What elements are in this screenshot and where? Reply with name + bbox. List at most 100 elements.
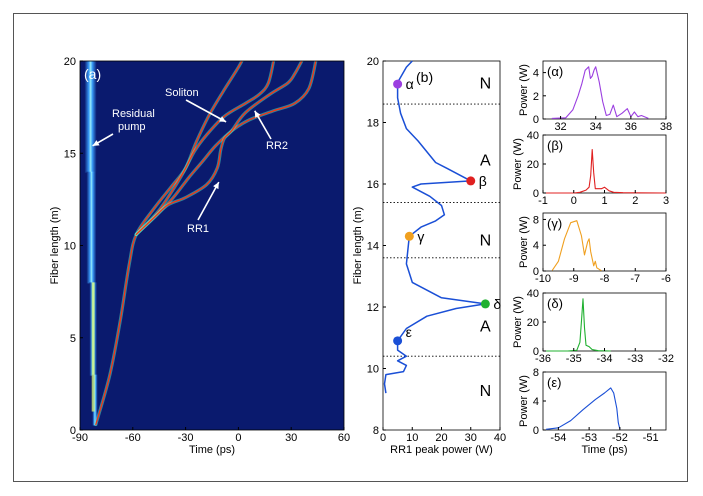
pulse-panel-1-ylabel: Power (W) — [518, 64, 530, 116]
pulse-panel-5-xtick-label: -52 — [612, 432, 628, 444]
pulse-panel-5-xlabel: Time (ps) — [581, 444, 627, 456]
panel-b-ytick-label: 14 — [367, 241, 379, 253]
annotation-soliton: Soliton — [165, 87, 199, 99]
trace-rr1 — [135, 61, 303, 235]
regime-label: A — [480, 152, 491, 169]
marker-γ — [404, 231, 414, 241]
figure-frame — [13, 13, 688, 482]
regime-label: N — [480, 76, 492, 93]
panel-a-xtick-label: -30 — [178, 432, 194, 444]
annotation-rr1-arrow — [197, 181, 220, 221]
panel-a-ytick-label: 15 — [64, 148, 76, 160]
pulse-panel-border — [542, 292, 667, 352]
pulse-panel-3-xtick-label: -7 — [630, 273, 640, 285]
pulse-panel-4-ytick-label: 40 — [527, 288, 539, 300]
annotation-soliton-arrow-head — [219, 116, 227, 122]
pulse-panel-2-ytick-label: 40 — [527, 130, 539, 142]
marker-label: β — [479, 173, 487, 189]
pulse-profile-line — [551, 66, 649, 119]
pulse-profile-line — [551, 220, 602, 272]
regime-label: N — [480, 232, 492, 249]
pulse-panel-1-ytick-label: 2 — [533, 91, 539, 103]
regime-label: A — [480, 318, 491, 335]
annotation-rr2-arrow-head — [254, 110, 261, 118]
rr1-peak-power-line — [383, 60, 487, 394]
pulse-panel-1-xtick-label: 34 — [590, 121, 602, 133]
marker-label: δ — [493, 296, 501, 312]
panel-a-label: (a) — [84, 66, 101, 82]
pulse-profile-line — [543, 298, 611, 352]
regime-label: N — [480, 383, 492, 400]
panel-b-label: (b) — [416, 69, 433, 85]
pulse-panel-1-xtick-label: 32 — [554, 121, 566, 133]
pulse-panel-4-xtick-label: -34 — [597, 353, 613, 365]
annotation-rr2: RR2 — [266, 140, 288, 152]
panel-b-xtick-label: 0 — [380, 432, 386, 444]
residual-pump-band — [92, 374, 98, 426]
pulse-panel-label: (δ) — [547, 296, 563, 311]
heatmap-plot-area — [84, 61, 318, 427]
pulse-panel-label: (ε) — [547, 375, 561, 390]
pulse-panel-label: (β) — [547, 138, 563, 153]
panel-b-xtick-label: 40 — [494, 432, 506, 444]
panel-a-xtick-label: 60 — [338, 432, 350, 444]
annotation-soliton-arrow — [185, 99, 227, 123]
pulse-panel-4-ytick-label: 0 — [533, 346, 539, 358]
pulse-panel-3-xtick-label: -6 — [661, 273, 671, 285]
marker-ε — [393, 336, 403, 346]
trace-soliton — [95, 61, 243, 426]
panel-b-xlabel: RR1 peak power (W) — [390, 444, 493, 456]
panel-b-xtick-label: 10 — [406, 432, 418, 444]
panel-a-ytick-label: 0 — [70, 425, 76, 437]
pulse-panel-4-ylabel: Power (W) — [512, 296, 524, 348]
pulse-panel-label: (α) — [547, 64, 563, 79]
pulse-panel-4-xtick-label: -33 — [627, 353, 643, 365]
panel-b-ytick-label: 18 — [367, 118, 379, 130]
panel-b-ylabel: Fiber length (m) — [352, 207, 364, 285]
annotation-pump-arrow-head — [92, 140, 100, 146]
panel-a-xtick-label: -90 — [72, 432, 88, 444]
residual-pump-band — [86, 171, 97, 284]
panel-a-ytick-label: 5 — [70, 333, 76, 345]
panel-b-ytick-label: 16 — [367, 179, 379, 191]
panel-b-xtick-label: 20 — [435, 432, 447, 444]
pulse-profile-line — [543, 148, 667, 194]
marker-β — [466, 176, 476, 186]
panel-a-ylabel: Fiber length (m) — [49, 207, 61, 285]
annotation-rr1-arrow-head — [213, 182, 219, 190]
annotation-residual: Residual — [112, 108, 155, 120]
pulse-panel-2-xtick-label: -1 — [538, 195, 548, 207]
panel-a-ytick-label: 20 — [64, 56, 76, 68]
marker-label: α — [406, 76, 414, 92]
panel-a-ytick-label: 10 — [64, 241, 76, 253]
pulse-panel-3-xtick-label: -9 — [569, 273, 579, 285]
annotation-pump: pump — [118, 121, 146, 133]
pulse-panel-1-xtick-label: 36 — [625, 121, 637, 133]
pulse-panel-4-ytick-label: 20 — [527, 317, 539, 329]
pulse-panel-5-xtick-label: -54 — [550, 432, 566, 444]
pulse-panel-2-xtick-label: 2 — [632, 195, 638, 207]
pulse-panel-label: (γ) — [547, 216, 562, 231]
pulse-profile-line — [546, 387, 621, 430]
marker-label: ε — [406, 324, 412, 340]
pulse-panel-3-ytick-label: 0 — [533, 266, 539, 278]
residual-pump-core — [91, 282, 95, 412]
panel-a-xlabel: Time (ps) — [189, 444, 235, 456]
panel-b-ytick-label: 20 — [367, 56, 379, 68]
pulse-panel-3-xtick-label: -10 — [535, 273, 551, 285]
pulse-panel-5-ytick-label: 8 — [533, 367, 539, 379]
heatmap-background — [80, 61, 344, 430]
pulse-panel-4-xtick-label: -32 — [658, 353, 674, 365]
pulse-panel-4-xtick-label: -35 — [566, 353, 582, 365]
pulse-panel-5-ytick-label: 4 — [533, 396, 539, 408]
pulse-panel-5-xtick-label: -51 — [643, 432, 659, 444]
pulse-panel-5-ytick-label: 0 — [533, 425, 539, 437]
pulse-panel-2-xtick-label: 3 — [663, 195, 669, 207]
pulse-panel-3-xtick-label: -8 — [600, 273, 610, 285]
marker-δ — [480, 299, 490, 309]
trace-rr2 — [135, 61, 275, 235]
panel-b-xtick-label: 30 — [465, 432, 477, 444]
trace-rr2b — [135, 61, 317, 235]
panel-a-xtick-label: -60 — [125, 432, 141, 444]
pulse-panel-1-ytick-label: 0 — [533, 114, 539, 126]
